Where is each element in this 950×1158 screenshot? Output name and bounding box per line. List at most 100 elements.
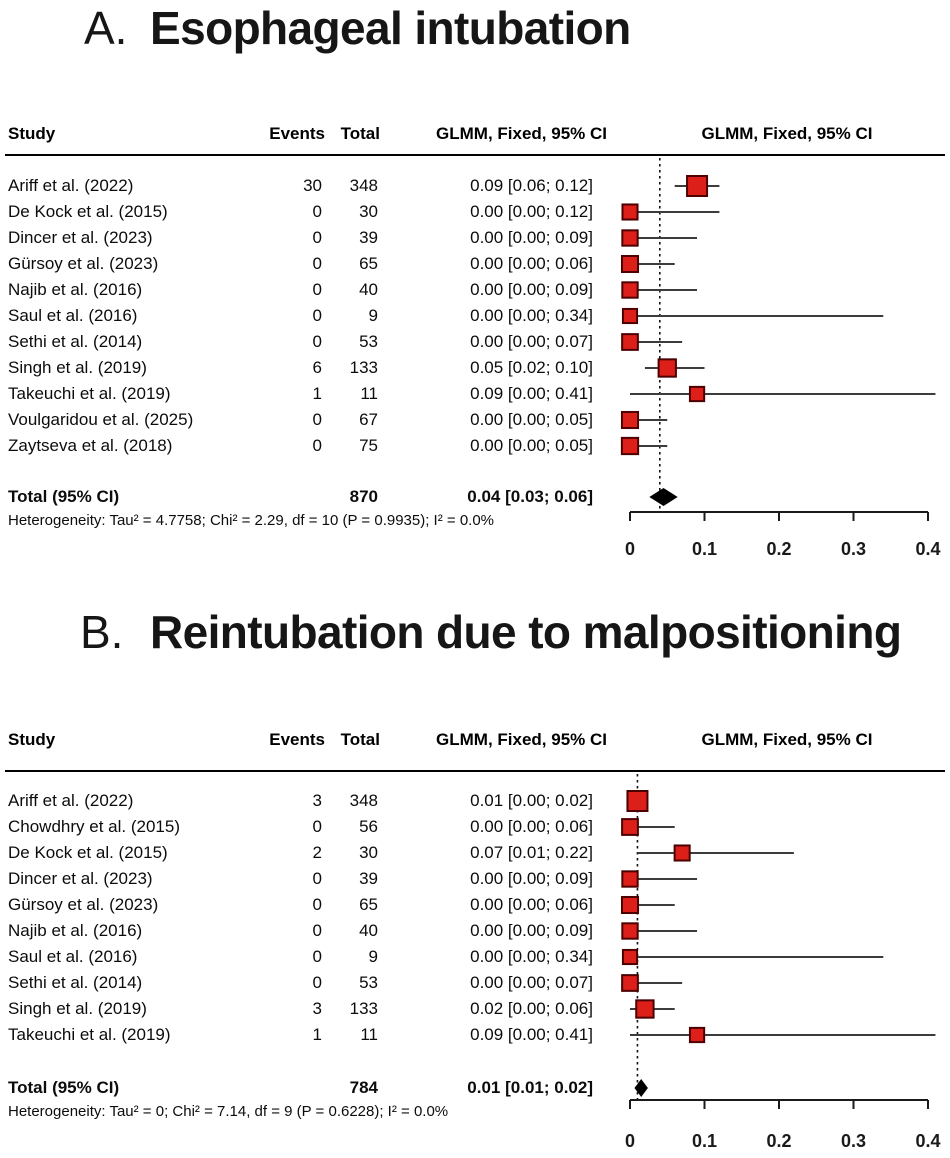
total-value: 65 <box>359 895 378 914</box>
ci-value: 0.00 [0.00; 0.09] <box>470 228 593 247</box>
effect-square <box>621 229 639 247</box>
study-name: Dincer et al. (2023) <box>8 869 153 888</box>
ci-value: 0.00 [0.00; 0.12] <box>470 202 593 221</box>
study-name: Dincer et al. (2023) <box>8 228 153 247</box>
effect-square <box>621 948 639 966</box>
effect-square <box>657 358 677 378</box>
study-name: Gürsoy et al. (2023) <box>8 895 159 914</box>
heterogeneity-note: Heterogeneity: Tau² = 0; Chi² = 7.14, df… <box>8 1103 449 1120</box>
x-axis-tick-label: 0.2 <box>766 539 791 559</box>
total-value: 39 <box>359 869 378 888</box>
ci-value: 0.00 [0.00; 0.07] <box>470 973 593 992</box>
events-value: 0 <box>312 254 322 273</box>
ci-value: 0.00 [0.00; 0.05] <box>470 436 593 455</box>
study-name: Saul et al. (2016) <box>8 306 138 325</box>
ci-value: 0.05 [0.02; 0.10] <box>470 358 593 377</box>
panel-a-label: A. <box>84 2 128 54</box>
study-name: Voulgaridou et al. (2025) <box>8 410 194 429</box>
events-value: 0 <box>312 280 322 299</box>
effect-square <box>688 385 706 403</box>
total-n: 784 <box>349 1078 378 1097</box>
events-value: 0 <box>312 436 322 455</box>
events-value: 0 <box>312 921 322 940</box>
ci-value: 0.00 [0.00; 0.34] <box>470 306 593 325</box>
heterogeneity-note: Heterogeneity: Tau² = 4.7758; Chi² = 2.2… <box>8 512 495 529</box>
x-axis-tick-label: 0 <box>625 539 635 559</box>
total-value: 75 <box>359 436 378 455</box>
effect-square <box>621 307 639 325</box>
total-value: 348 <box>349 176 378 195</box>
events-value: 1 <box>312 1025 322 1044</box>
effect-square <box>621 281 639 299</box>
effect-square <box>620 254 640 274</box>
events-value: 0 <box>312 817 322 836</box>
study-name: Singh et al. (2019) <box>8 999 147 1018</box>
column-header-study: Study <box>8 730 56 749</box>
events-value: 0 <box>312 202 322 221</box>
total-value: 9 <box>368 306 378 325</box>
ci-value: 0.09 [0.00; 0.41] <box>470 384 593 403</box>
events-value: 0 <box>312 410 322 429</box>
study-name: Najib et al. (2016) <box>8 921 143 940</box>
total-value: 65 <box>359 254 378 273</box>
ci-value: 0.00 [0.00; 0.06] <box>470 817 593 836</box>
events-value: 0 <box>312 332 322 351</box>
study-name: Ariff et al. (2022) <box>8 176 134 195</box>
effect-square <box>621 333 639 351</box>
x-axis-tick-label: 0.4 <box>915 539 940 559</box>
study-name: Sethi et al. (2014) <box>8 973 143 992</box>
column-header-ci: GLMM, Fixed, 95% CI <box>436 730 607 749</box>
total-label: Total (95% CI) <box>8 487 120 506</box>
events-value: 2 <box>312 843 322 862</box>
study-name: Singh et al. (2019) <box>8 358 147 377</box>
x-axis-tick-label: 0.3 <box>841 1131 866 1151</box>
total-value: 9 <box>368 947 378 966</box>
study-name: De Kock et al. (2015) <box>8 202 168 221</box>
study-name: Sethi et al. (2014) <box>8 332 143 351</box>
study-name: Najib et al. (2016) <box>8 280 143 299</box>
header-rule <box>5 154 945 156</box>
total-n: 870 <box>349 487 378 506</box>
study-name: Saul et al. (2016) <box>8 947 138 966</box>
events-value: 0 <box>312 895 322 914</box>
effect-square <box>686 175 709 197</box>
header-rule <box>5 770 945 772</box>
total-value: 11 <box>360 384 378 403</box>
x-axis-tick-label: 0 <box>625 1131 635 1151</box>
column-header-plot: GLMM, Fixed, 95% CI <box>701 730 873 749</box>
column-header-plot: GLMM, Fixed, 95% CI <box>701 124 873 143</box>
column-header-ci: GLMM, Fixed, 95% CI <box>436 124 607 143</box>
total-value: 348 <box>349 791 378 810</box>
events-value: 30 <box>303 176 322 195</box>
study-name: Takeuchi et al. (2019) <box>8 384 171 403</box>
ci-value: 0.09 [0.06; 0.12] <box>470 176 593 195</box>
column-header-total: Total <box>340 730 380 749</box>
study-name: Zaytseva et al. (2018) <box>8 436 173 455</box>
study-name: Gürsoy et al. (2023) <box>8 254 159 273</box>
effect-square <box>621 922 639 940</box>
total-value: 53 <box>359 332 378 351</box>
total-value: 39 <box>359 228 378 247</box>
ci-value: 0.00 [0.00; 0.09] <box>470 869 593 888</box>
column-header-total: Total <box>340 124 380 143</box>
effect-square <box>621 818 639 836</box>
total-value: 30 <box>359 843 378 862</box>
total-value: 40 <box>359 280 378 299</box>
study-name: De Kock et al. (2015) <box>8 843 168 862</box>
x-axis-tick-label: 0.1 <box>692 1131 717 1151</box>
events-value: 0 <box>312 973 322 992</box>
effect-square <box>621 203 639 221</box>
x-axis-tick-label: 0.2 <box>766 1131 791 1151</box>
total-value: 30 <box>359 202 378 221</box>
ci-value: 0.07 [0.01; 0.22] <box>470 843 593 862</box>
study-name: Chowdhry et al. (2015) <box>8 817 180 836</box>
ci-value: 0.00 [0.00; 0.09] <box>470 921 593 940</box>
x-axis-tick-label: 0.4 <box>915 1131 940 1151</box>
total-label: Total (95% CI) <box>8 1078 120 1097</box>
panel-a-title: Esophageal intubation <box>150 2 631 54</box>
total-value: 133 <box>349 999 378 1018</box>
total-ci: 0.04 [0.03; 0.06] <box>467 487 593 506</box>
events-value: 0 <box>312 947 322 966</box>
events-value: 3 <box>312 791 322 810</box>
